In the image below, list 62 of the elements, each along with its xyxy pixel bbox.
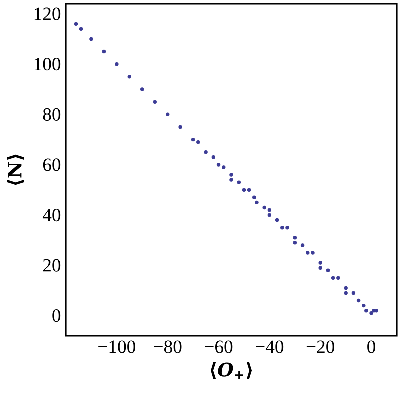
point — [153, 100, 157, 104]
x-tick-label: −60 — [205, 340, 233, 354]
point — [286, 226, 290, 230]
point — [311, 251, 315, 255]
y-tick-label: 20 — [43, 259, 61, 272]
x-tick-label: 0 — [368, 340, 376, 354]
point — [212, 156, 216, 160]
point — [293, 241, 298, 245]
point — [196, 140, 200, 144]
y-tick-label: 100 — [34, 58, 61, 71]
point — [293, 236, 298, 240]
y-tick-label: 120 — [34, 8, 61, 20]
point — [280, 226, 284, 230]
point — [247, 188, 252, 192]
x-axis-title: ⟨O$_{+}$⟩ — [210, 362, 252, 380]
point — [255, 200, 259, 205]
x-tick-label: −80 — [154, 340, 182, 354]
point — [364, 308, 368, 313]
point — [318, 261, 322, 265]
point — [374, 308, 378, 313]
x-tick-label: −20 — [306, 340, 334, 354]
point — [178, 125, 182, 130]
point — [326, 268, 330, 272]
y-tick-label: 40 — [42, 208, 61, 222]
point — [191, 138, 196, 142]
point — [140, 88, 144, 92]
point — [344, 291, 348, 296]
point — [306, 251, 310, 255]
point — [230, 173, 234, 177]
y-tick-label: 60 — [43, 158, 61, 172]
point — [242, 188, 246, 192]
point — [268, 213, 272, 218]
point — [252, 196, 256, 200]
point — [352, 291, 356, 296]
point — [336, 276, 340, 280]
point — [370, 311, 374, 316]
point — [222, 166, 226, 170]
point — [237, 180, 242, 184]
x-tick-label: −40 — [256, 340, 284, 354]
point — [331, 276, 336, 280]
point — [90, 37, 94, 42]
point — [216, 163, 221, 167]
point — [262, 206, 266, 210]
point — [268, 208, 272, 212]
point — [74, 22, 78, 26]
point — [356, 298, 361, 303]
y-tick-label: 80 — [43, 108, 61, 121]
point — [318, 266, 322, 270]
y-axis-title: ⟨N⟩ — [8, 154, 24, 186]
y-tick-label: 0 — [52, 310, 61, 322]
point — [115, 62, 119, 66]
point — [300, 244, 305, 248]
x-tick-label: −100 — [98, 340, 136, 354]
point — [344, 286, 348, 290]
point — [204, 150, 208, 154]
point — [362, 304, 366, 308]
point — [79, 27, 84, 32]
point — [102, 50, 106, 54]
point — [128, 75, 132, 79]
point — [166, 112, 170, 117]
point — [275, 218, 280, 222]
point — [230, 178, 234, 182]
